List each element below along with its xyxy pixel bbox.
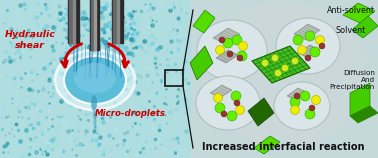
- Circle shape: [291, 106, 299, 115]
- Bar: [0, 0, 191, 158]
- Text: Micro-droplets: Micro-droplets: [94, 109, 166, 118]
- Ellipse shape: [276, 18, 340, 74]
- Polygon shape: [294, 24, 320, 40]
- Circle shape: [223, 38, 233, 48]
- Bar: [113, 0, 117, 43]
- Circle shape: [305, 55, 311, 61]
- Circle shape: [237, 51, 247, 61]
- Circle shape: [282, 64, 288, 72]
- Polygon shape: [213, 28, 240, 44]
- Ellipse shape: [74, 63, 116, 93]
- Ellipse shape: [94, 125, 96, 131]
- Ellipse shape: [93, 118, 96, 125]
- Polygon shape: [352, 16, 378, 38]
- Circle shape: [309, 105, 315, 111]
- Circle shape: [319, 43, 325, 49]
- Ellipse shape: [64, 56, 126, 104]
- Ellipse shape: [91, 95, 97, 111]
- Ellipse shape: [274, 82, 330, 130]
- Polygon shape: [350, 106, 378, 123]
- Circle shape: [310, 47, 320, 57]
- Circle shape: [274, 70, 282, 76]
- Polygon shape: [343, 3, 375, 23]
- Bar: [165, 70, 183, 86]
- Polygon shape: [287, 88, 308, 101]
- Circle shape: [297, 46, 307, 55]
- Text: Hydraulic
shear: Hydraulic shear: [5, 30, 56, 50]
- Bar: [112, 0, 123, 43]
- Text: Anti-solvent: Anti-solvent: [327, 6, 375, 15]
- Ellipse shape: [200, 1, 366, 146]
- Polygon shape: [350, 83, 370, 116]
- Ellipse shape: [197, 20, 267, 80]
- Circle shape: [231, 91, 241, 101]
- Text: Solvent: Solvent: [336, 26, 366, 35]
- Circle shape: [221, 111, 227, 117]
- Circle shape: [214, 94, 223, 103]
- Text: Diffusion
And
Precipitation: Diffusion And Precipitation: [330, 70, 375, 90]
- Bar: [69, 0, 73, 43]
- Bar: [117, 0, 119, 43]
- Circle shape: [237, 55, 243, 61]
- Circle shape: [227, 111, 237, 121]
- Circle shape: [305, 109, 315, 119]
- Polygon shape: [252, 46, 310, 83]
- Circle shape: [215, 103, 225, 113]
- Polygon shape: [254, 136, 280, 154]
- Bar: [91, 0, 94, 50]
- Circle shape: [271, 55, 279, 61]
- Ellipse shape: [93, 110, 97, 119]
- Bar: [68, 0, 79, 43]
- Circle shape: [262, 60, 268, 67]
- Bar: [94, 0, 96, 50]
- Polygon shape: [190, 46, 213, 80]
- Circle shape: [293, 35, 303, 45]
- Text: Increased interfacial reaction: Increased interfacial reaction: [202, 142, 364, 152]
- Circle shape: [305, 31, 315, 41]
- Circle shape: [294, 93, 300, 99]
- Circle shape: [300, 91, 310, 101]
- Circle shape: [290, 97, 300, 107]
- Circle shape: [219, 37, 225, 43]
- Polygon shape: [298, 45, 320, 58]
- Polygon shape: [216, 50, 238, 63]
- Ellipse shape: [196, 76, 260, 130]
- Ellipse shape: [55, 50, 135, 110]
- Circle shape: [311, 95, 321, 104]
- Bar: [191, 0, 378, 158]
- Polygon shape: [248, 98, 274, 126]
- Circle shape: [291, 58, 299, 64]
- Circle shape: [215, 46, 225, 55]
- Polygon shape: [210, 85, 232, 98]
- Circle shape: [316, 36, 324, 45]
- Polygon shape: [193, 10, 215, 33]
- Circle shape: [232, 35, 242, 45]
- Circle shape: [234, 100, 240, 106]
- Bar: [90, 0, 99, 50]
- Circle shape: [239, 42, 248, 51]
- Bar: [73, 0, 75, 43]
- Circle shape: [227, 51, 233, 57]
- Circle shape: [235, 106, 245, 115]
